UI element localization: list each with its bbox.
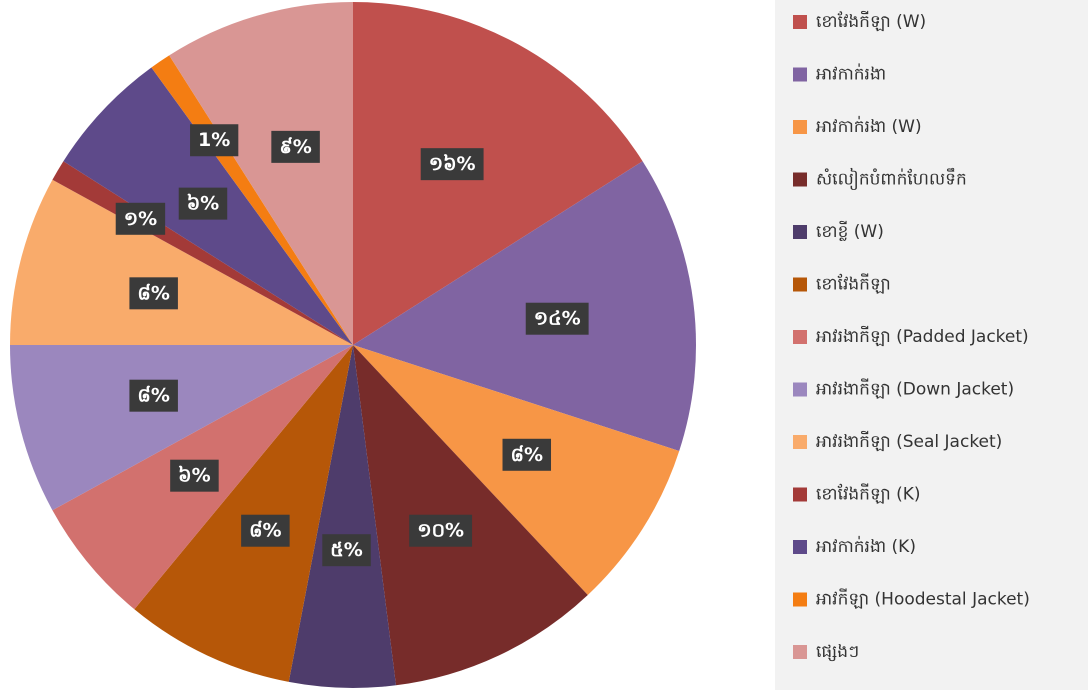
legend-label: ផ្សេងៗ xyxy=(816,642,859,662)
data-label-text: ៥% xyxy=(330,539,363,561)
data-label-text: 1% xyxy=(198,129,230,151)
data-label-text: ៩% xyxy=(279,136,312,158)
legend: ខោវែងកីឡា (W) អាវកាក់រងាអាវកាក់រងា (W) សំល… xyxy=(793,10,1030,662)
legend-background xyxy=(775,0,1088,690)
data-label: ៨% xyxy=(241,514,290,547)
legend-swatch xyxy=(793,645,807,659)
data-label-box xyxy=(129,379,178,412)
data-label: 1% xyxy=(190,124,239,157)
data-label: ១៤% xyxy=(525,302,589,335)
data-label: ៥% xyxy=(322,534,371,567)
legend-label: ខោវែងកីឡា xyxy=(816,273,891,295)
data-label-text: ១៦% xyxy=(429,153,476,175)
legend-swatch xyxy=(793,540,807,554)
data-label-box xyxy=(170,459,219,492)
data-label-text: ៦% xyxy=(178,465,211,487)
legend-label: អាវកីឡា (Hoodestal Jacket) xyxy=(816,588,1030,610)
data-label: ៨% xyxy=(502,438,552,471)
legend-label: អាវកាក់រងា xyxy=(816,63,886,85)
slice xyxy=(134,345,353,682)
data-label-text: ៨% xyxy=(249,520,282,542)
data-label: ៦% xyxy=(170,459,219,492)
legend-label: អាវរងាកីឡា (Seal Jacket) xyxy=(816,430,1002,452)
legend-swatch xyxy=(793,67,807,82)
data-label-box xyxy=(525,302,589,335)
legend-label: អាវរងាកីឡា (Down Jacket) xyxy=(816,378,1014,400)
data-label-box xyxy=(322,534,371,567)
legend-swatch xyxy=(793,382,807,397)
legend-swatch xyxy=(793,277,807,292)
slice xyxy=(353,2,643,345)
data-label-box xyxy=(409,514,473,547)
legend-label: ខោវែងកីឡា (K) xyxy=(816,483,921,505)
data-label-box xyxy=(420,148,484,181)
slice xyxy=(10,345,353,511)
data-label-box xyxy=(502,438,552,471)
legend-swatch xyxy=(793,120,807,134)
data-label-text: ៨% xyxy=(137,282,170,304)
legend-label: អាវកាក់រងា (W) xyxy=(816,115,922,137)
data-label-text: ១៤% xyxy=(534,308,581,330)
legend-label: ខោវែងកីឡា (W) xyxy=(816,10,926,32)
data-label-box xyxy=(271,130,320,163)
data-label-box xyxy=(241,514,290,547)
data-label-text: ៨% xyxy=(511,444,544,466)
legend-swatch xyxy=(793,435,807,449)
legend-swatch xyxy=(793,15,807,29)
data-label-box xyxy=(178,187,228,220)
data-label-text: ៦% xyxy=(187,193,220,215)
slice xyxy=(353,161,696,451)
legend-swatch xyxy=(793,330,807,344)
legend-label: អាវរងាកីឡា (Padded Jacket) xyxy=(816,325,1029,347)
pie xyxy=(10,2,696,688)
legend-swatch xyxy=(793,487,807,502)
data-label-box xyxy=(115,202,166,235)
legend-label: ខោខ្លី (W) xyxy=(816,220,884,242)
data-labels: ១៦% ១៤% ៨% ១០% ៥% ៨% ៦% ៨% ៨% ១% ៦% 1% ៩% xyxy=(115,124,589,567)
slice xyxy=(288,345,396,688)
data-label: ៨% xyxy=(129,379,178,412)
data-label-text: ៨% xyxy=(137,385,170,407)
legend-swatch xyxy=(793,172,807,187)
data-label-text: ១០% xyxy=(417,520,464,542)
data-label-box xyxy=(190,124,239,157)
legend-swatch xyxy=(793,592,807,607)
data-label: ៨% xyxy=(129,277,178,310)
legend-label: សំលៀកបំពាក់ហែលទឹក xyxy=(816,168,967,191)
data-label-box xyxy=(129,277,178,310)
legend-swatch xyxy=(793,225,807,239)
data-label: ១៦% xyxy=(420,148,484,181)
data-label: ៦% xyxy=(178,187,228,220)
slice xyxy=(169,2,353,345)
data-label: ១០% xyxy=(409,514,473,547)
slice xyxy=(10,179,353,345)
legend-label: អាវកាក់រងា (K) xyxy=(816,535,916,557)
data-label: ៩% xyxy=(271,130,320,163)
data-label: ១% xyxy=(115,202,166,235)
data-label-text: ១% xyxy=(124,208,157,230)
